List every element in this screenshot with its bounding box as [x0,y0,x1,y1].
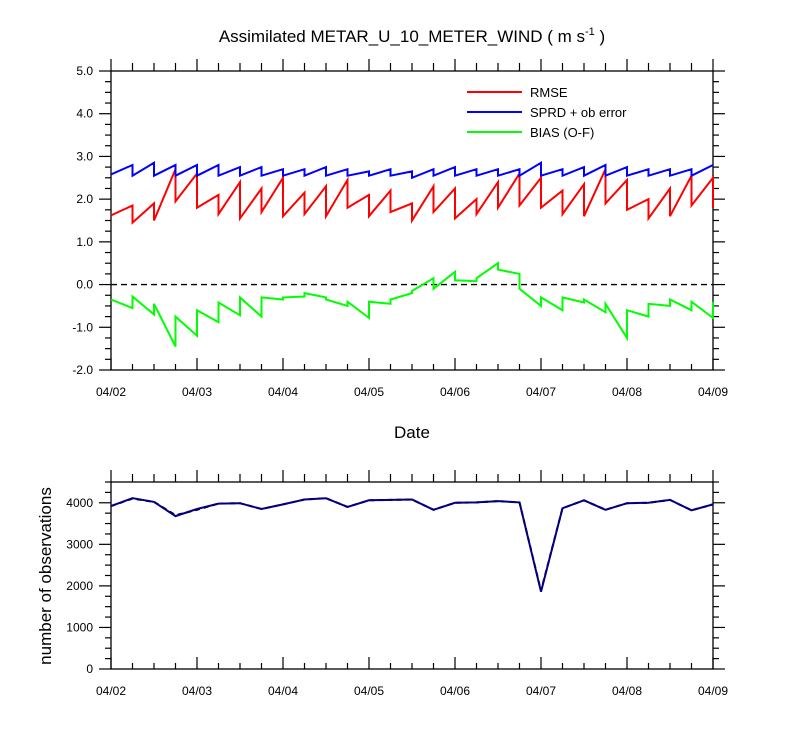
series-line [110,497,714,592]
y-tick-label: 2000 [66,579,93,593]
legend-label: BIAS (O-F) [530,125,594,140]
legend: RMSE SPRD + ob error BIAS (O-F) [467,85,627,140]
y-tick-label: -2.0 [72,363,93,377]
x-tick-label: 04/02 [96,385,126,399]
title-main: Assimilated METAR_U_10_METER_WIND ( m s [219,27,585,46]
x-tick-label: 04/03 [182,684,212,698]
y-tick-label: 0 [86,662,93,676]
series-line [110,168,714,225]
y-axis-label: number of observations [36,487,55,665]
chart-title: Assimilated METAR_U_10_METER_WIND ( m s-… [219,26,605,46]
x-tick-label: 04/05 [354,684,384,698]
title-superscript: -1 [585,26,595,38]
y-tick-label: 3.0 [76,149,93,163]
y-tick-label: 4000 [66,496,93,510]
y-tick-label: 0.0 [76,278,93,292]
bottom-panel: 04/02 04/03 04/04 04/05 04/06 04/07 04/08 04/09… [66,470,728,698]
y-tick-label: 4.0 [76,107,93,121]
x-tick-label: 04/09 [698,385,728,399]
y-tick-label: 1.0 [76,235,93,249]
x-tick-label: 04/05 [354,385,384,399]
x-tick-label: 04/08 [612,385,642,399]
x-tick-label: 04/04 [268,684,298,698]
top-panel: 04/02 04/03 04/04 04/05 04/06 04/07 04/08 04/09… [72,59,728,399]
series-line [110,161,714,180]
x-tick-label: 04/04 [268,385,298,399]
x-tick-label: 04/09 [698,684,728,698]
x-tick-label: 04/06 [440,684,470,698]
y-tick-label: 1000 [66,620,93,634]
series-line [110,261,714,347]
x-tick-label: 04/03 [182,385,212,399]
x-tick-label: 04/07 [526,684,556,698]
series-line [110,497,714,592]
y-tick-label: 3000 [66,537,93,551]
y-tick-label: 5.0 [76,64,93,78]
x-tick-label: 04/08 [612,684,642,698]
x-axis-label: Date [394,423,430,442]
legend-label: SPRD + ob error [530,105,627,120]
y-tick-label: 2.0 [76,192,93,206]
y-tick-label: -1.0 [72,320,93,334]
x-tick-label: 04/02 [96,684,126,698]
x-tick-label: 04/07 [526,385,556,399]
title-end: ) [595,27,605,46]
plot-frame [110,481,714,670]
legend-label: RMSE [530,85,568,100]
x-tick-label: 04/06 [440,385,470,399]
